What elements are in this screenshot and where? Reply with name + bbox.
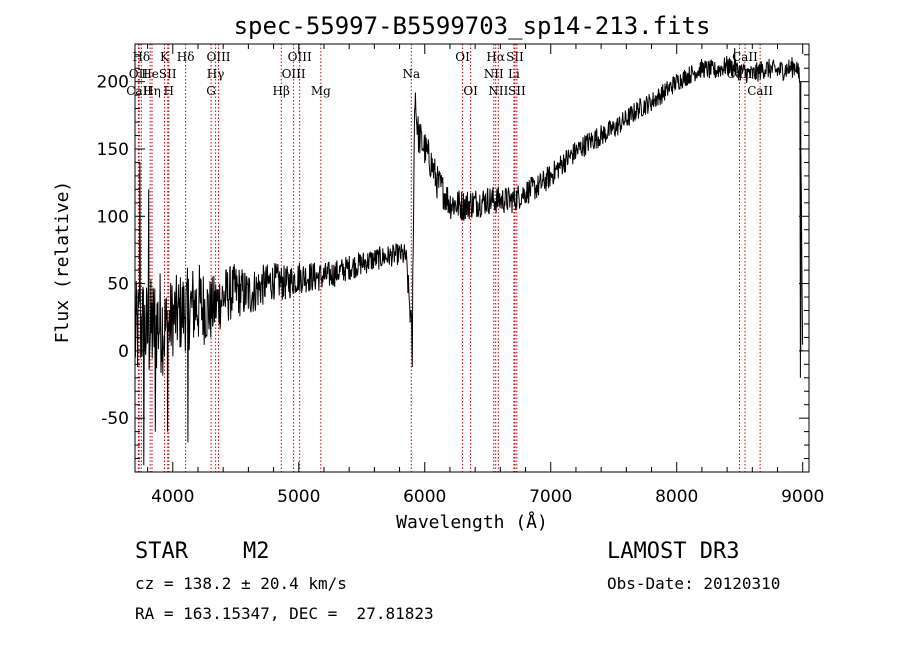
spectrum-series (134, 47, 804, 466)
coordinates: RA = 163.15347, DEC = 27.81823 (135, 604, 434, 623)
line-label: SII (508, 84, 526, 98)
object-class: STAR (135, 539, 188, 564)
emission-line-markers: Hδ OII CaII He Hη K SII H Hδ OIII Hγ G Hβ OIII OIII Mg N… (126, 44, 773, 472)
y-axis-label: Flux (relative) (52, 181, 73, 344)
line-label: OI (455, 50, 470, 64)
line-label: OIII (206, 50, 230, 64)
spectrum-line (134, 47, 804, 466)
object-subclass: M2 (243, 539, 270, 564)
line-label: K (160, 50, 170, 64)
line-label: Hδ (177, 50, 195, 64)
plot-frame (134, 43, 810, 473)
x-axis-label: Wavelength (Å) (396, 511, 548, 533)
line-label: OIII (282, 67, 306, 81)
x-tick-label: 9000 (781, 487, 824, 507)
line-label: Li (508, 67, 520, 81)
y-tick-label: 100 (97, 207, 129, 227)
line-label: Hα (486, 50, 505, 64)
line-label: CaII (732, 50, 758, 64)
observation-date: Obs-Date: 20120310 (607, 574, 781, 593)
x-tick-label: 4000 (151, 487, 194, 507)
y-tick-label: 0 (118, 342, 129, 362)
line-label: SII (506, 50, 524, 64)
survey-name: LAMOST DR3 (607, 539, 740, 564)
line-label: SII (159, 67, 177, 81)
x-tick-label: 7000 (529, 487, 572, 507)
line-label: G (206, 84, 216, 98)
chart-title: spec-55997-B5599703_sp14-213.fits (234, 12, 711, 40)
y-tick-label: 200 (97, 73, 129, 93)
line-label: CaII (126, 84, 152, 98)
line-label: Hβ (273, 84, 290, 98)
line-label: Mg (311, 84, 331, 98)
line-label: H (164, 84, 174, 98)
line-label: Na (402, 67, 420, 81)
y-tick-label: 50 (107, 275, 129, 295)
axes: 4000 5000 6000 7000 8000 9000 -50 0 50 100 150 200 (97, 43, 824, 507)
y-tick-label: 150 (97, 140, 129, 160)
x-tick-label: 8000 (655, 487, 698, 507)
x-tick-label: 6000 (403, 487, 446, 507)
line-label: NII (484, 67, 504, 81)
y-tick-label: -50 (101, 409, 129, 429)
line-label: NII (488, 84, 508, 98)
line-label: CaII (747, 84, 773, 98)
line-label: OIII (288, 50, 312, 64)
line-label: Hγ (207, 67, 225, 81)
line-label: Hδ (132, 50, 150, 64)
x-tick-label: 5000 (277, 487, 320, 507)
line-label: OII (129, 67, 149, 81)
redshift-velocity: cz = 138.2 ± 20.4 km/s (135, 574, 347, 593)
line-label: He (141, 67, 159, 81)
line-label: Hη (143, 84, 161, 98)
line-label: OI (463, 84, 478, 98)
